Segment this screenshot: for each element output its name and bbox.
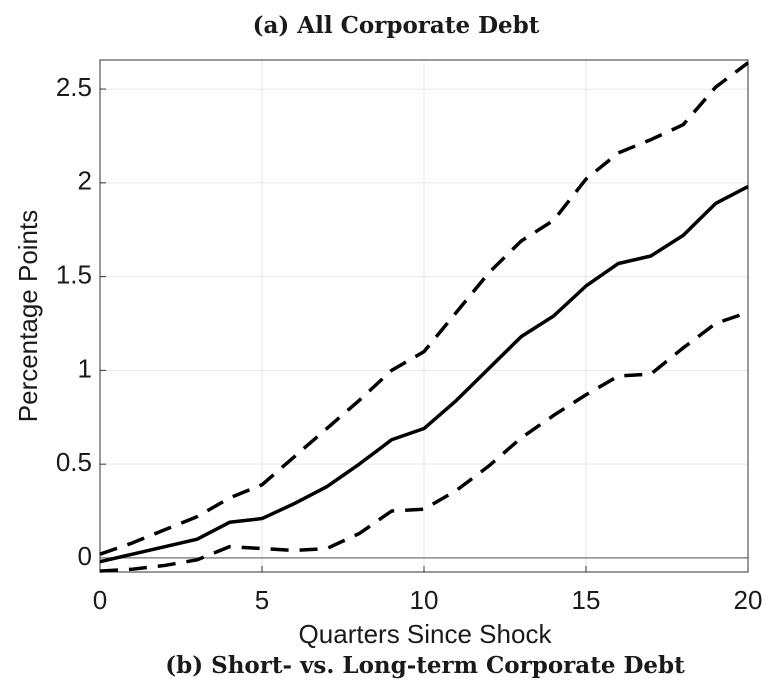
y-tick-label: 1.5 <box>56 259 92 289</box>
y-tick-label: 0.5 <box>56 447 92 477</box>
x-axis-label: Quarters Since Shock <box>299 619 553 649</box>
x-tick-label: 15 <box>572 585 601 615</box>
series-line <box>99 185 749 564</box>
caption: (b) Short- vs. Long-term Corporate Debt <box>165 652 685 679</box>
y-tick-label: 0 <box>78 541 92 571</box>
plot-frame <box>99 59 749 573</box>
series-line <box>99 310 749 573</box>
y-axis-label: Percentage Points <box>13 210 43 422</box>
series-line <box>99 61 750 556</box>
y-tick-label: 1 <box>78 353 92 383</box>
x-tick-label: 0 <box>93 585 107 615</box>
x-tick-label: 20 <box>734 585 763 615</box>
x-tick-label: 5 <box>255 585 269 615</box>
y-tick-label: 2.5 <box>56 72 92 102</box>
chart-title: (a) All Corporate Debt <box>253 12 540 39</box>
y-tick-label: 2 <box>78 166 92 196</box>
x-tick-label: 10 <box>410 585 439 615</box>
